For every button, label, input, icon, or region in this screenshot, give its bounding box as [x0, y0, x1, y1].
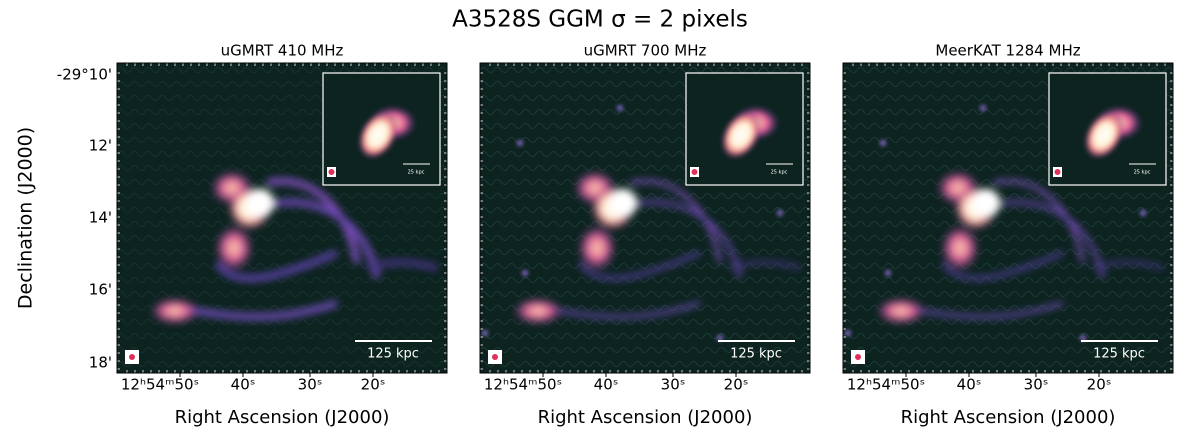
inset-emission [1083, 105, 1143, 160]
inset-beam [328, 169, 335, 175]
x-tick-label: 30ˢ [661, 376, 686, 394]
filament [992, 179, 1085, 264]
x-tick-label: 12ʰ54ᵐ50ˢ [847, 376, 925, 394]
y-tick-label: 16' [89, 281, 112, 299]
core [972, 189, 1000, 217]
beam [492, 354, 498, 360]
point-source [522, 270, 528, 276]
x-axis-label: Right Ascension (J2000) [901, 407, 1116, 428]
y-tick-label: 18' [89, 354, 112, 372]
scale-bar-label: 125 kpc [367, 347, 419, 362]
inset-scale-label: 25 kpc [771, 170, 788, 176]
filament [578, 251, 701, 281]
x-tick-label: 30ˢ [1024, 376, 1049, 394]
x-tick-label: 20ˢ [361, 376, 386, 394]
figure-title: A3528S GGM σ = 2 pixels [452, 7, 748, 33]
panel: uGMRT 700 MHz 25 kpc 125 kpc 12ʰ54ᵐ50ˢ 40ˢ 30… [479, 42, 811, 428]
point-source [880, 140, 886, 146]
radio-emission [149, 170, 438, 325]
image-frame [116, 62, 448, 374]
inset-beam [691, 169, 698, 175]
radio-emission [512, 170, 801, 325]
x-axis-label: Right Ascension (J2000) [538, 407, 753, 428]
filament [619, 200, 742, 279]
inset-core [357, 110, 399, 160]
x-tick-label: 12ʰ54ᵐ50ˢ [121, 376, 199, 394]
inset-emission [357, 105, 417, 160]
inset-beam [1054, 169, 1061, 175]
point-source [845, 330, 851, 336]
inset-scale-label: 25 kpc [1134, 170, 1151, 176]
filament [1092, 260, 1164, 270]
x-tick-label: 40ˢ [231, 376, 256, 394]
inset-core [1083, 110, 1125, 160]
panel-title: MeerKAT 1284 MHz [935, 42, 1080, 60]
x-tick-label: 20ˢ [1087, 376, 1112, 394]
point-source [517, 140, 523, 146]
inset-scale-label: 25 kpc [408, 170, 425, 176]
tail [149, 297, 201, 325]
lobe [214, 224, 254, 272]
filament [255, 198, 381, 279]
radio-emission [875, 170, 1164, 325]
scale-bar-label: 125 kpc [1093, 347, 1145, 362]
x-tick-label: 30ˢ [298, 376, 323, 394]
filament [365, 258, 438, 272]
scale-bar-label: 125 kpc [730, 347, 782, 362]
point-source [617, 105, 623, 111]
panel-title: uGMRT 700 MHz [584, 42, 707, 60]
inset-emission [720, 105, 780, 160]
x-axis-label: Right Ascension (J2000) [175, 407, 390, 428]
filament [214, 249, 339, 282]
filament [982, 200, 1105, 279]
panel-title: uGMRT 410 MHz [221, 42, 344, 60]
y-tick-label: 14' [89, 209, 112, 227]
image-frame [479, 62, 811, 374]
lobe [940, 224, 980, 272]
filament [941, 251, 1064, 281]
y-tick-label: -29°10' [57, 66, 112, 84]
filament [729, 260, 801, 270]
x-tick-label: 40ˢ [957, 376, 982, 394]
beam [129, 354, 135, 360]
y-axis-label: Declination (J2000) [15, 127, 37, 309]
panel: MeerKAT 1284 MHz 25 kpc 125 kpc 12ʰ54ᵐ50ˢ 40… [842, 42, 1174, 428]
point-source [1080, 335, 1086, 341]
core [246, 189, 274, 217]
point-source [777, 210, 783, 216]
core [609, 189, 637, 217]
beam [855, 354, 861, 360]
panel: uGMRT 410 MHz 25 kpc 125 kpc 12ʰ54ᵐ50ˢ 40ˢ 30… [116, 42, 448, 428]
lobe [577, 224, 617, 272]
y-tick-label: 12' [89, 137, 112, 155]
image-frame [842, 62, 1174, 374]
filament [629, 179, 722, 264]
point-source [717, 335, 723, 341]
inset-core [720, 110, 762, 160]
x-tick-label: 20ˢ [724, 376, 749, 394]
x-tick-label: 12ʰ54ᵐ50ˢ [484, 376, 562, 394]
point-source [885, 270, 891, 276]
tail [512, 297, 564, 325]
point-source [1140, 210, 1146, 216]
x-tick-label: 40ˢ [594, 376, 619, 394]
filament [266, 177, 361, 264]
point-source [980, 105, 986, 111]
point-source [482, 330, 488, 336]
tail [875, 297, 927, 325]
